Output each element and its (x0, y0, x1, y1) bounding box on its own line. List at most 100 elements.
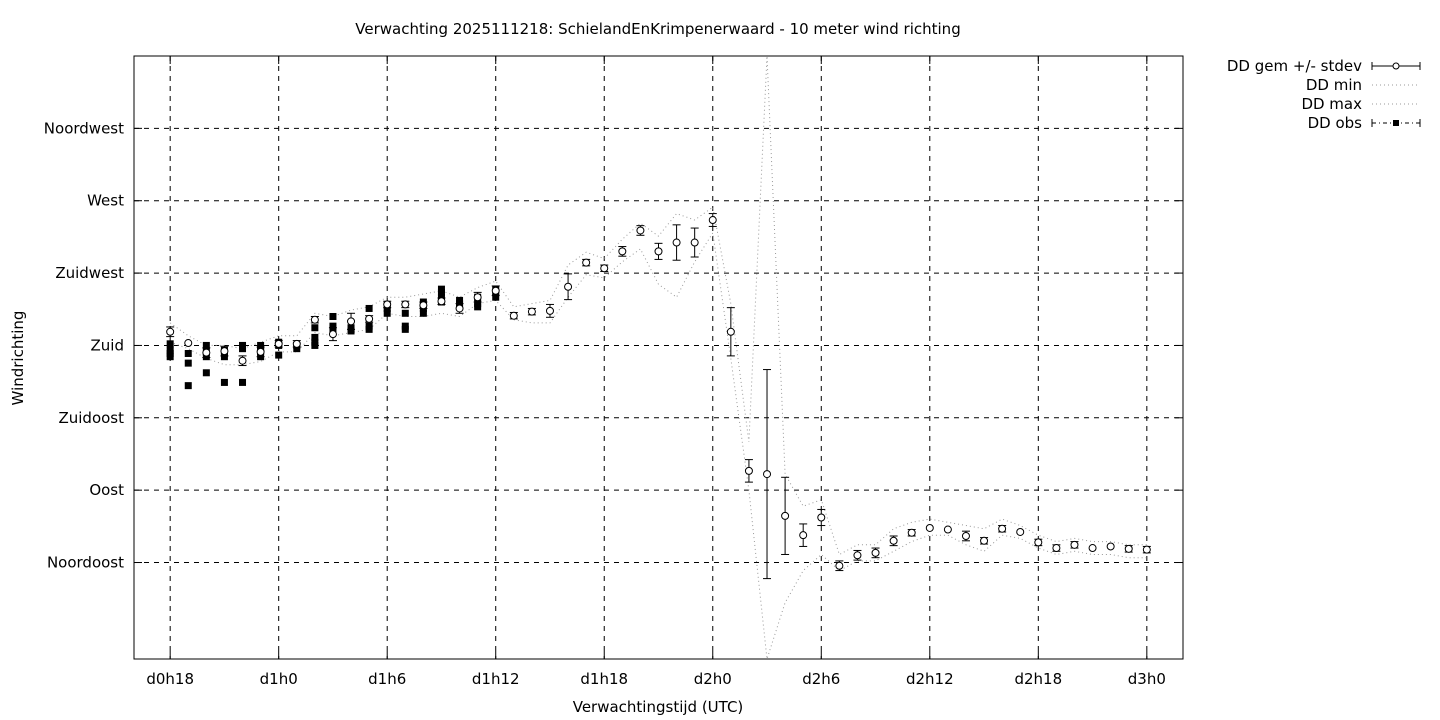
y-tick-label: Oost (89, 481, 124, 499)
mean-point (817, 513, 826, 522)
x-tick-label: d3h0 (1128, 670, 1166, 688)
legend-marker (1392, 62, 1400, 70)
mean-point (419, 301, 428, 310)
mean-point (347, 317, 356, 326)
obs-point (365, 304, 373, 312)
mean-point (781, 511, 790, 520)
obs-point (275, 351, 283, 359)
obs-point (202, 341, 210, 349)
obs-point (329, 322, 337, 330)
mean-point (980, 536, 989, 545)
mean-point (943, 525, 952, 534)
obs-point (401, 309, 409, 317)
mean-point (274, 339, 283, 348)
y-tick-label: Zuidwest (55, 264, 124, 282)
legend-label: DD min (1306, 76, 1362, 94)
mean-point (292, 339, 301, 348)
mean-point (328, 330, 337, 339)
x-tick-label: d2h0 (694, 670, 732, 688)
obs-point (184, 349, 192, 357)
mean-point (509, 311, 518, 320)
x-tick-label: d2h6 (802, 670, 840, 688)
plot-area (166, 56, 1151, 659)
obs-point (311, 341, 319, 349)
x-tick-label: d1h12 (472, 670, 520, 688)
obs-point (202, 369, 210, 377)
x-tick-label: d0h18 (146, 670, 194, 688)
mean-point (401, 300, 410, 309)
mean-point (1088, 544, 1097, 553)
mean-point (744, 466, 753, 475)
x-tick-label: d1h6 (368, 670, 406, 688)
obs-point (220, 353, 228, 361)
mean-point (998, 524, 1007, 533)
mean-point (871, 548, 880, 557)
legend-label: DD max (1301, 95, 1362, 113)
chart-title: Verwachting 2025111218: SchielandEnKrimp… (355, 20, 960, 38)
mean-point (365, 314, 374, 323)
y-axis-ticks: Noordwest West Zuidwest Zuid Zuidoost Oost Noo… (44, 119, 1183, 572)
mean-point (1070, 540, 1079, 549)
obs-point (474, 303, 482, 311)
legend-marker (1393, 120, 1399, 126)
mean-point (1106, 542, 1115, 551)
mean-point (799, 531, 808, 540)
legend-label: DD obs (1308, 114, 1363, 132)
mean-point (600, 264, 609, 273)
mean-point (184, 339, 193, 348)
mean-point (1034, 538, 1043, 547)
mean-point (690, 238, 699, 247)
mean-point (1016, 527, 1025, 536)
plot-frame (133, 55, 1184, 660)
x-axis-ticks: d0h18 d1h0 d1h6 d1h12 d1h18 d2h0 d2h6 d2h12 d2h1… (146, 56, 1166, 688)
y-tick-label: Noordoost (47, 554, 124, 572)
x-tick-label: d2h12 (906, 670, 954, 688)
mean-point (618, 247, 627, 256)
mean-point (835, 561, 844, 570)
obs-point (311, 333, 319, 341)
mean-point (545, 306, 554, 315)
series-line-dd-min (170, 231, 1147, 659)
obs-point (220, 378, 228, 386)
mean-point (491, 286, 500, 295)
obs-point (329, 312, 337, 320)
mean-point (763, 470, 772, 479)
series-line-dd-max (169, 56, 1147, 556)
obs-point (293, 345, 301, 353)
mean-point (527, 307, 536, 316)
mean-point (256, 347, 265, 356)
plot-content (166, 56, 1151, 659)
x-tick-label: d1h18 (580, 670, 628, 688)
mean-point (383, 300, 392, 309)
obs-point (347, 327, 355, 335)
obs-point (365, 325, 373, 333)
y-tick-label: Noordwest (44, 119, 124, 137)
mean-point (582, 258, 591, 267)
mean-point (636, 226, 645, 235)
mean-point (473, 293, 482, 302)
obs-point (184, 359, 192, 367)
mean-point (238, 356, 247, 365)
obs-point (239, 378, 247, 386)
obs-point (166, 353, 174, 361)
mean-point (889, 536, 898, 545)
mean-point (564, 282, 573, 291)
mean-point (220, 347, 229, 356)
obs-point (383, 309, 391, 317)
obs-point (492, 293, 500, 301)
obs-point (383, 304, 391, 312)
obs-point (437, 293, 445, 301)
y-tick-label: West (87, 192, 124, 210)
mean-point (853, 551, 862, 560)
obs-point (419, 309, 427, 317)
obs-point (311, 324, 319, 332)
obs-point (239, 345, 247, 353)
x-axis-label: Verwachtingstijd (UTC) (573, 698, 744, 716)
x-tick-label: d2h18 (1014, 670, 1062, 688)
mean-point (166, 327, 175, 336)
y-axis-label: Windrichting (9, 311, 27, 406)
y-tick-label: Zuid (91, 336, 124, 354)
mean-point (726, 327, 735, 336)
mean-point (455, 304, 464, 313)
